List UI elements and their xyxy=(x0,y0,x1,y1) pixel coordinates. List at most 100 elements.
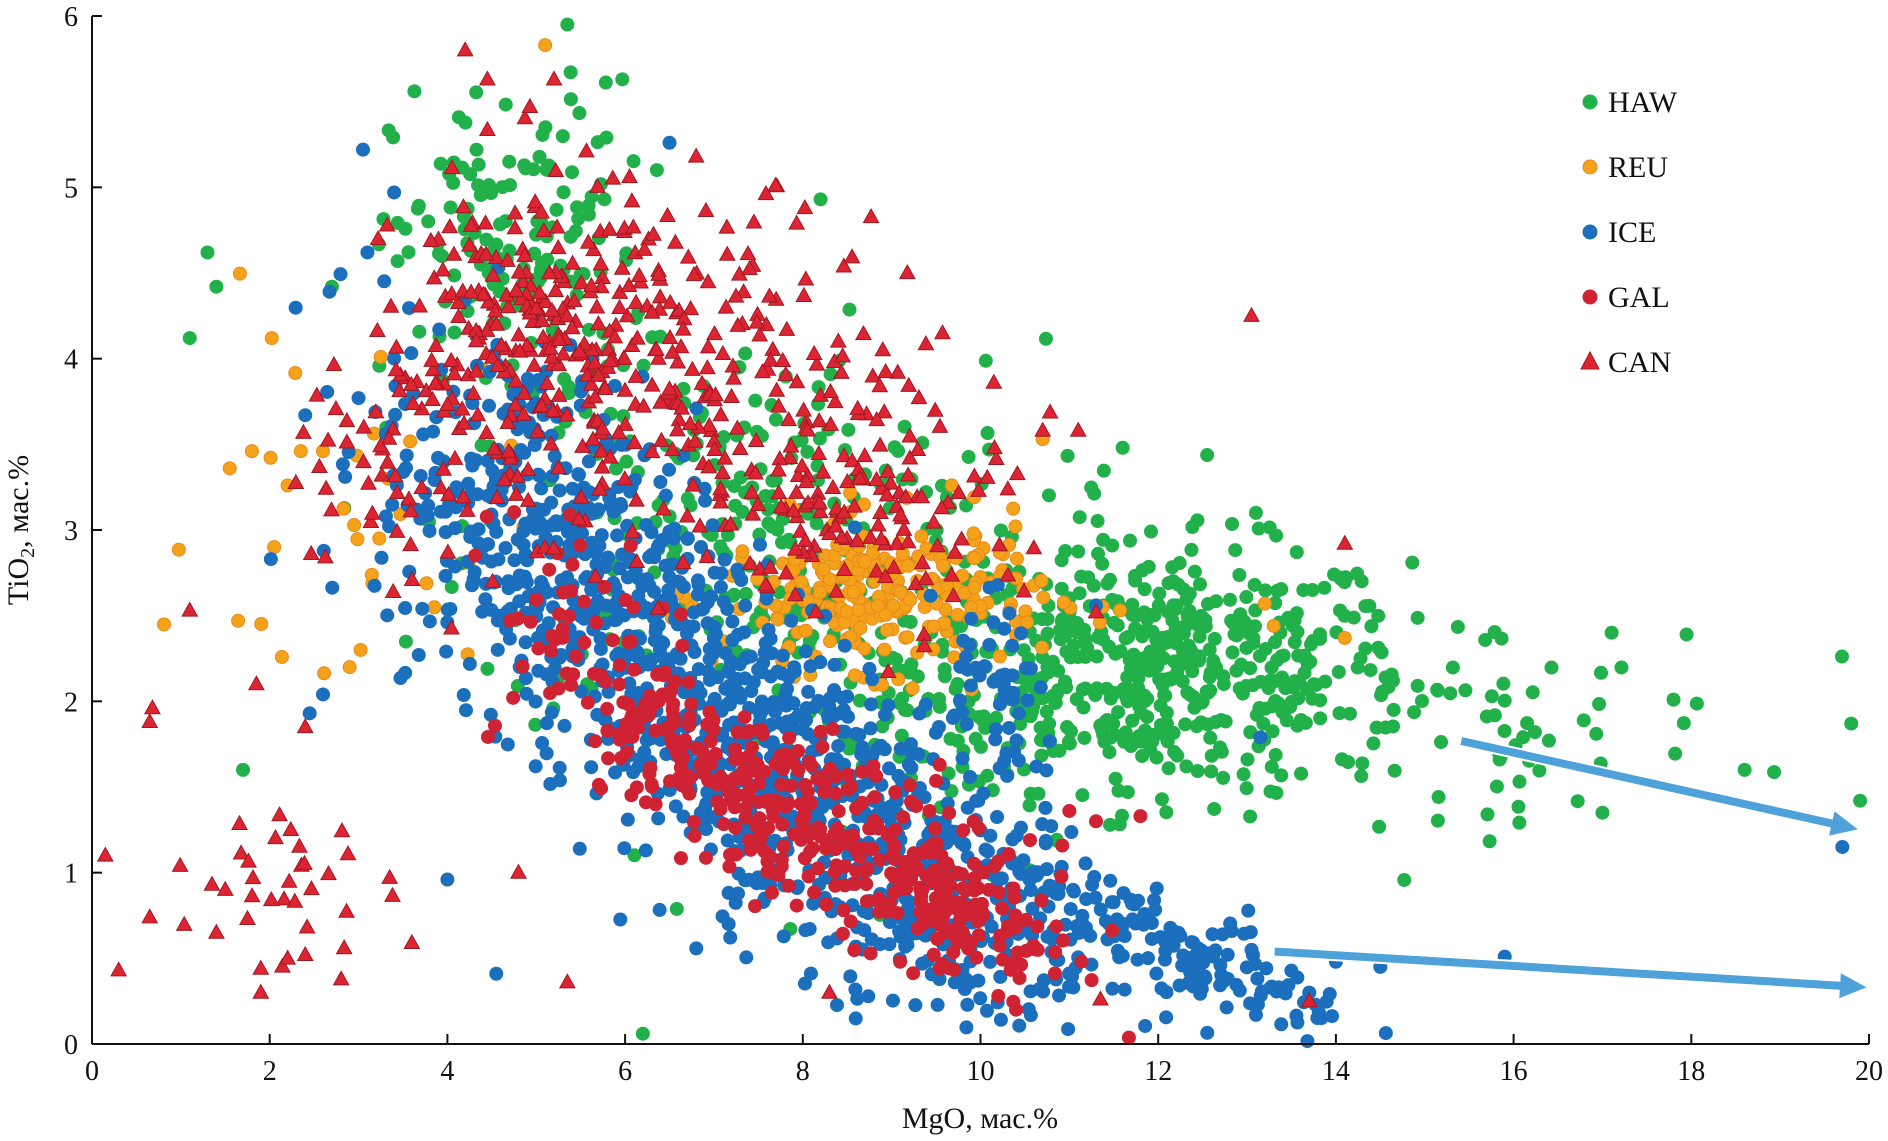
data-point-can xyxy=(735,283,753,299)
data-point-ice xyxy=(1005,638,1020,653)
data-point-haw xyxy=(1589,726,1604,741)
data-point-gal xyxy=(854,764,869,779)
data-point-can xyxy=(485,440,503,456)
data-point-reu xyxy=(231,613,246,628)
data-point-haw xyxy=(976,709,991,724)
data-point-ice xyxy=(855,740,870,755)
data-point-ice xyxy=(1011,706,1026,721)
data-point-reu xyxy=(905,681,920,696)
data-point-can xyxy=(282,820,300,836)
data-point-reu xyxy=(1008,519,1023,534)
data-point-can xyxy=(589,177,606,193)
data-point-ice xyxy=(964,611,979,626)
data-point-ice xyxy=(620,570,635,585)
legend-label-reu: REU xyxy=(1608,151,1668,184)
data-point-can xyxy=(280,872,298,888)
data-point-can xyxy=(594,419,611,436)
data-point-gal xyxy=(515,659,530,674)
data-point-can xyxy=(674,553,692,570)
data-point-ice xyxy=(701,664,716,679)
data-point-ice xyxy=(718,646,733,661)
data-point-can xyxy=(627,367,645,383)
data-point-can xyxy=(478,120,496,136)
data-point-haw xyxy=(1484,689,1499,704)
data-point-haw xyxy=(1200,448,1215,463)
data-point-haw xyxy=(1207,801,1222,816)
data-point-ice xyxy=(1061,1022,1076,1037)
data-point-can xyxy=(933,499,951,515)
data-point-haw xyxy=(1496,676,1511,691)
data-point-reu xyxy=(403,434,418,449)
data-point-ice xyxy=(1153,930,1168,945)
data-point-gal xyxy=(663,774,678,789)
data-point-can xyxy=(791,522,809,538)
data-point-ice xyxy=(575,526,590,541)
data-point-can xyxy=(1034,421,1052,437)
data-point-can xyxy=(970,481,987,497)
data-point-can xyxy=(683,360,701,376)
data-point-can xyxy=(484,266,502,282)
data-point-reu xyxy=(992,649,1007,664)
data-point-gal xyxy=(529,592,544,607)
data-point-ice xyxy=(663,591,678,606)
data-point-can xyxy=(712,406,730,422)
data-point-gal xyxy=(794,829,809,844)
data-point-can xyxy=(643,442,661,459)
data-point-ice xyxy=(534,481,549,496)
data-point-haw xyxy=(1342,706,1357,721)
data-point-can xyxy=(659,206,676,222)
data-point-can xyxy=(460,236,478,252)
data-point-ice xyxy=(439,644,454,659)
data-point-haw xyxy=(1362,598,1377,613)
legend-marker-reu xyxy=(1582,159,1598,175)
data-point-ice xyxy=(644,652,659,667)
data-point-can xyxy=(458,501,476,517)
data-point-haw xyxy=(1086,578,1101,593)
data-point-can xyxy=(403,933,421,950)
data-point-can xyxy=(868,411,886,427)
data-point-can xyxy=(788,483,805,499)
data-point-reu xyxy=(353,642,368,657)
data-point-gal xyxy=(713,769,728,784)
data-point-gal xyxy=(638,795,653,810)
data-point-can xyxy=(1025,539,1043,555)
data-point-can xyxy=(668,421,686,437)
data-point-can xyxy=(515,384,533,400)
data-point-ice xyxy=(489,966,504,981)
data-point-can xyxy=(239,909,256,926)
data-point-haw xyxy=(1167,745,1182,760)
data-point-ice xyxy=(574,684,589,699)
legend-item-can: CAN xyxy=(1580,346,1671,379)
data-point-can xyxy=(1008,465,1026,481)
data-point-can xyxy=(384,582,402,598)
data-point-ice xyxy=(531,663,546,678)
data-point-haw xyxy=(1248,603,1263,618)
data-point-ice xyxy=(1284,963,1299,978)
lower-trend-arrow xyxy=(1272,945,1872,1002)
data-point-ice xyxy=(1148,902,1163,917)
legend-marker-haw xyxy=(1582,94,1598,110)
data-point-can xyxy=(302,544,320,560)
data-point-gal xyxy=(813,724,828,739)
data-point-reu xyxy=(288,366,303,381)
data-point-can xyxy=(991,536,1008,552)
data-point-reu xyxy=(877,642,892,657)
data-point-ice xyxy=(738,598,753,613)
data-point-ice xyxy=(704,589,719,604)
data-point-ice xyxy=(689,401,704,416)
data-point-gal xyxy=(782,730,797,745)
data-point-ice xyxy=(723,694,738,709)
data-point-haw xyxy=(1075,682,1090,697)
data-point-ice xyxy=(662,135,677,150)
data-point-can xyxy=(821,983,838,999)
data-point-haw xyxy=(1247,577,1262,592)
data-point-haw xyxy=(902,665,917,680)
data-point-ice xyxy=(399,460,414,475)
data-point-reu xyxy=(1036,590,1051,605)
data-point-gal xyxy=(698,850,713,865)
data-point-ice xyxy=(581,454,596,469)
data-point-haw xyxy=(1140,691,1155,706)
data-point-ice xyxy=(837,638,852,653)
data-point-reu xyxy=(232,266,247,281)
y-axis-title-subscript: 2 xyxy=(17,548,39,558)
